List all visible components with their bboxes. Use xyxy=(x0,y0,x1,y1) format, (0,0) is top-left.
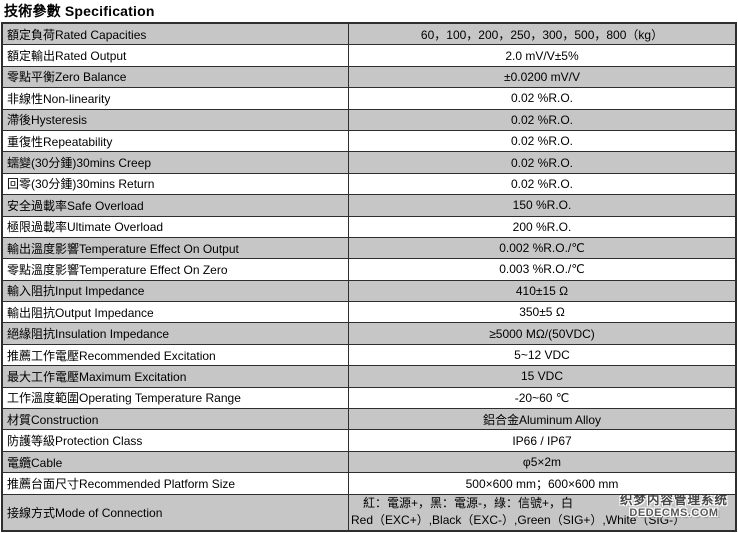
spec-value: φ5×2m xyxy=(348,450,737,474)
spec-label: 回零(30分鍾)30mins Return xyxy=(1,172,349,196)
spec-label: 安全過載率Safe Overload xyxy=(1,194,349,217)
spec-table-body: 額定負荷Rated Capacities 60，100，200，250，300，5… xyxy=(1,22,737,532)
spec-label: 防護等級Protection Class xyxy=(1,429,349,452)
spec-label: 蠕變(30分鍾)30mins Creep xyxy=(1,151,349,174)
spec-value: 0.002 %R.O./℃ xyxy=(348,236,737,260)
spec-label: 接線方式Mode of Connection xyxy=(1,493,349,532)
spec-value: 15 VDC xyxy=(348,365,737,388)
spec-row: 非線性Non-linearity 0.02 %R.O. xyxy=(1,87,737,110)
spec-row: 零點平衡Zero Balance ±0.0200 mV/V xyxy=(1,65,737,89)
page-title: 技術參數 Specification xyxy=(4,3,155,19)
spec-value: 鋁合金Aluminum Alloy xyxy=(348,408,737,431)
spec-label: 極限過載率Ultimate Overload xyxy=(1,215,349,238)
spec-row: 防護等級Protection Class IP66 / IP67 xyxy=(1,429,737,452)
spec-label: 額定負荷Rated Capacities xyxy=(1,22,349,46)
spec-row: 輸入阻抗Input Impedance 410±15 Ω xyxy=(1,279,737,303)
spec-value: -20~60 ℃ xyxy=(348,386,737,410)
spec-value: IP66 / IP67 xyxy=(348,429,737,452)
spec-row: 零點溫度影響Temperature Effect On Zero 0.003 %R… xyxy=(1,258,737,281)
spec-label: 工作溫度範圍Operating Temperature Range xyxy=(1,386,349,410)
spec-value: 150 %R.O. xyxy=(348,194,737,217)
spec-value: 0.02 %R.O. xyxy=(348,108,737,131)
spec-value: 410±15 Ω xyxy=(348,279,737,303)
spec-value: 200 %R.O. xyxy=(348,215,737,238)
spec-row: 額定負荷Rated Capacities 60，100，200，250，300，5… xyxy=(1,22,737,46)
connection-colors-en: Red（EXC+）,Black（EXC-）,Green（SIG+）,White（… xyxy=(351,512,686,527)
spec-label: 重復性Repeatability xyxy=(1,129,349,153)
spec-label: 絕緣阻抗Insulation Impedance xyxy=(1,322,349,345)
spec-row: 材質Construction 鋁合金Aluminum Alloy xyxy=(1,408,737,431)
spec-row: 極限過載率Ultimate Overload 200 %R.O. xyxy=(1,215,737,238)
spec-value: 0.02 %R.O. xyxy=(348,172,737,196)
connection-colors-zh: 紅：電源+，黑：電源-，綠：信號+，白 xyxy=(363,495,574,510)
spec-row: 滯後Hysteresis 0.02 %R.O. xyxy=(1,108,737,131)
spec-value: 0.02 %R.O. xyxy=(348,87,737,110)
spec-row: 絕緣阻抗Insulation Impedance ≥5000 MΩ/(50VDC) xyxy=(1,322,737,345)
spec-label: 額定輸出Rated Output xyxy=(1,44,349,67)
connection-value-wrap: 紅：電源+，黑：電源-，綠：信號+，白 Red（EXC+）,Black（EXC-… xyxy=(349,495,735,530)
spec-row: 推薦工作電壓Recommended Excitation 5~12 VDC xyxy=(1,343,737,367)
spec-row: 蠕變(30分鍾)30mins Creep 0.02 %R.O. xyxy=(1,151,737,174)
spec-row: 額定輸出Rated Output 2.0 mV/V±5% xyxy=(1,44,737,67)
spec-label: 推薦工作電壓Recommended Excitation xyxy=(1,343,349,367)
spec-value: 500×600 mm；600×600 mm xyxy=(348,472,737,495)
spec-label: 非線性Non-linearity xyxy=(1,87,349,110)
spec-row: 安全過載率Safe Overload 150 %R.O. xyxy=(1,194,737,217)
specification-table: 額定負荷Rated Capacities 60，100，200，250，300，5… xyxy=(1,22,737,532)
spec-value: ±0.0200 mV/V xyxy=(348,65,737,89)
spec-row: 輸出阻抗Output Impedance 350±5 Ω xyxy=(1,301,737,324)
spec-label: 零點溫度影響Temperature Effect On Zero xyxy=(1,258,349,281)
spec-row-mode-of-connection: 接線方式Mode of Connection 紅：電源+，黑：電源-，綠：信號+… xyxy=(1,493,737,532)
spec-row: 最大工作電壓Maximum Excitation 15 VDC xyxy=(1,365,737,388)
spec-row: 輸出溫度影響Temperature Effect On Output 0.002 … xyxy=(1,236,737,260)
spec-value: 60，100，200，250，300，500，800（kg） xyxy=(348,22,737,46)
spec-row: 推薦台面尺寸Recommended Platform Size 500×600 m… xyxy=(1,472,737,495)
spec-value: 2.0 mV/V±5% xyxy=(348,44,737,67)
spec-label: 最大工作電壓Maximum Excitation xyxy=(1,365,349,388)
spec-value: 5~12 VDC xyxy=(348,343,737,367)
spec-row: 回零(30分鍾)30mins Return 0.02 %R.O. xyxy=(1,172,737,196)
spec-label: 材質Construction xyxy=(1,408,349,431)
spec-label: 輸出阻抗Output Impedance xyxy=(1,301,349,324)
spec-row: 電纜Cable φ5×2m xyxy=(1,450,737,474)
spec-row: 重復性Repeatability 0.02 %R.O. xyxy=(1,129,737,153)
spec-row: 工作溫度範圍Operating Temperature Range -20~60 … xyxy=(1,386,737,410)
spec-value: 0.02 %R.O. xyxy=(348,151,737,174)
spec-value: 350±5 Ω xyxy=(348,301,737,324)
spec-value: 0.003 %R.O./℃ xyxy=(348,258,737,281)
spec-label: 滯後Hysteresis xyxy=(1,108,349,131)
spec-value: 紅：電源+，黑：電源-，綠：信號+，白 Red（EXC+）,Black（EXC-… xyxy=(348,493,737,532)
spec-label: 輸出溫度影響Temperature Effect On Output xyxy=(1,236,349,260)
spec-value: 0.02 %R.O. xyxy=(348,129,737,153)
spec-value: ≥5000 MΩ/(50VDC) xyxy=(348,322,737,345)
spec-label: 輸入阻抗Input Impedance xyxy=(1,279,349,303)
spec-label: 電纜Cable xyxy=(1,450,349,474)
spec-label: 零點平衡Zero Balance xyxy=(1,65,349,89)
spec-label: 推薦台面尺寸Recommended Platform Size xyxy=(1,472,349,495)
